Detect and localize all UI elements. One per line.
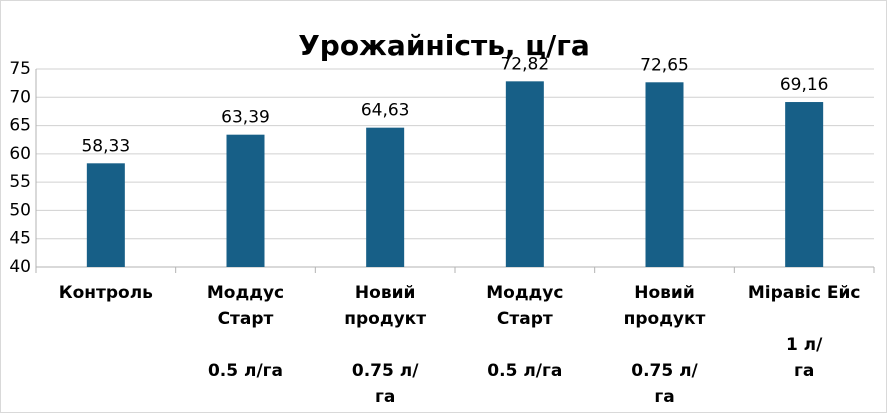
- value-label: 72,82: [500, 54, 549, 74]
- x-tick-label: Новий продукт 0.75 л/ га: [623, 283, 706, 407]
- bar: [366, 127, 405, 267]
- bar: [505, 81, 544, 267]
- y-tick-label: 45: [9, 229, 31, 249]
- x-tick-label: Контроль: [58, 283, 153, 303]
- y-tick-label: 60: [9, 144, 31, 164]
- bar: [226, 134, 265, 267]
- value-label: 72,65: [640, 55, 689, 75]
- value-label: 58,33: [81, 136, 130, 156]
- value-label: 69,16: [780, 75, 829, 95]
- y-tick-label: 40: [9, 257, 31, 277]
- chart-title: Урожайність, ц/га: [298, 29, 590, 62]
- y-tick-label: 70: [9, 87, 31, 107]
- y-tick-label: 55: [9, 172, 31, 192]
- y-tick-label: 50: [9, 200, 31, 220]
- bar: [86, 163, 125, 267]
- y-tick-label: 75: [9, 59, 31, 79]
- value-label: 63,39: [221, 108, 270, 128]
- x-tick-label: Моддус Старт 0.5 л/га: [486, 283, 564, 381]
- x-tick-label: Моддус Старт 0.5 л/га: [206, 283, 285, 381]
- x-tick-label: Міравіс Ейс 1 л/ га: [747, 283, 861, 381]
- bar: [645, 82, 684, 268]
- value-label: 64,63: [361, 101, 410, 121]
- bar: [785, 102, 824, 267]
- x-tick-label: Новий продукт 0.75 л/ га: [344, 283, 427, 407]
- y-tick-label: 65: [9, 116, 31, 136]
